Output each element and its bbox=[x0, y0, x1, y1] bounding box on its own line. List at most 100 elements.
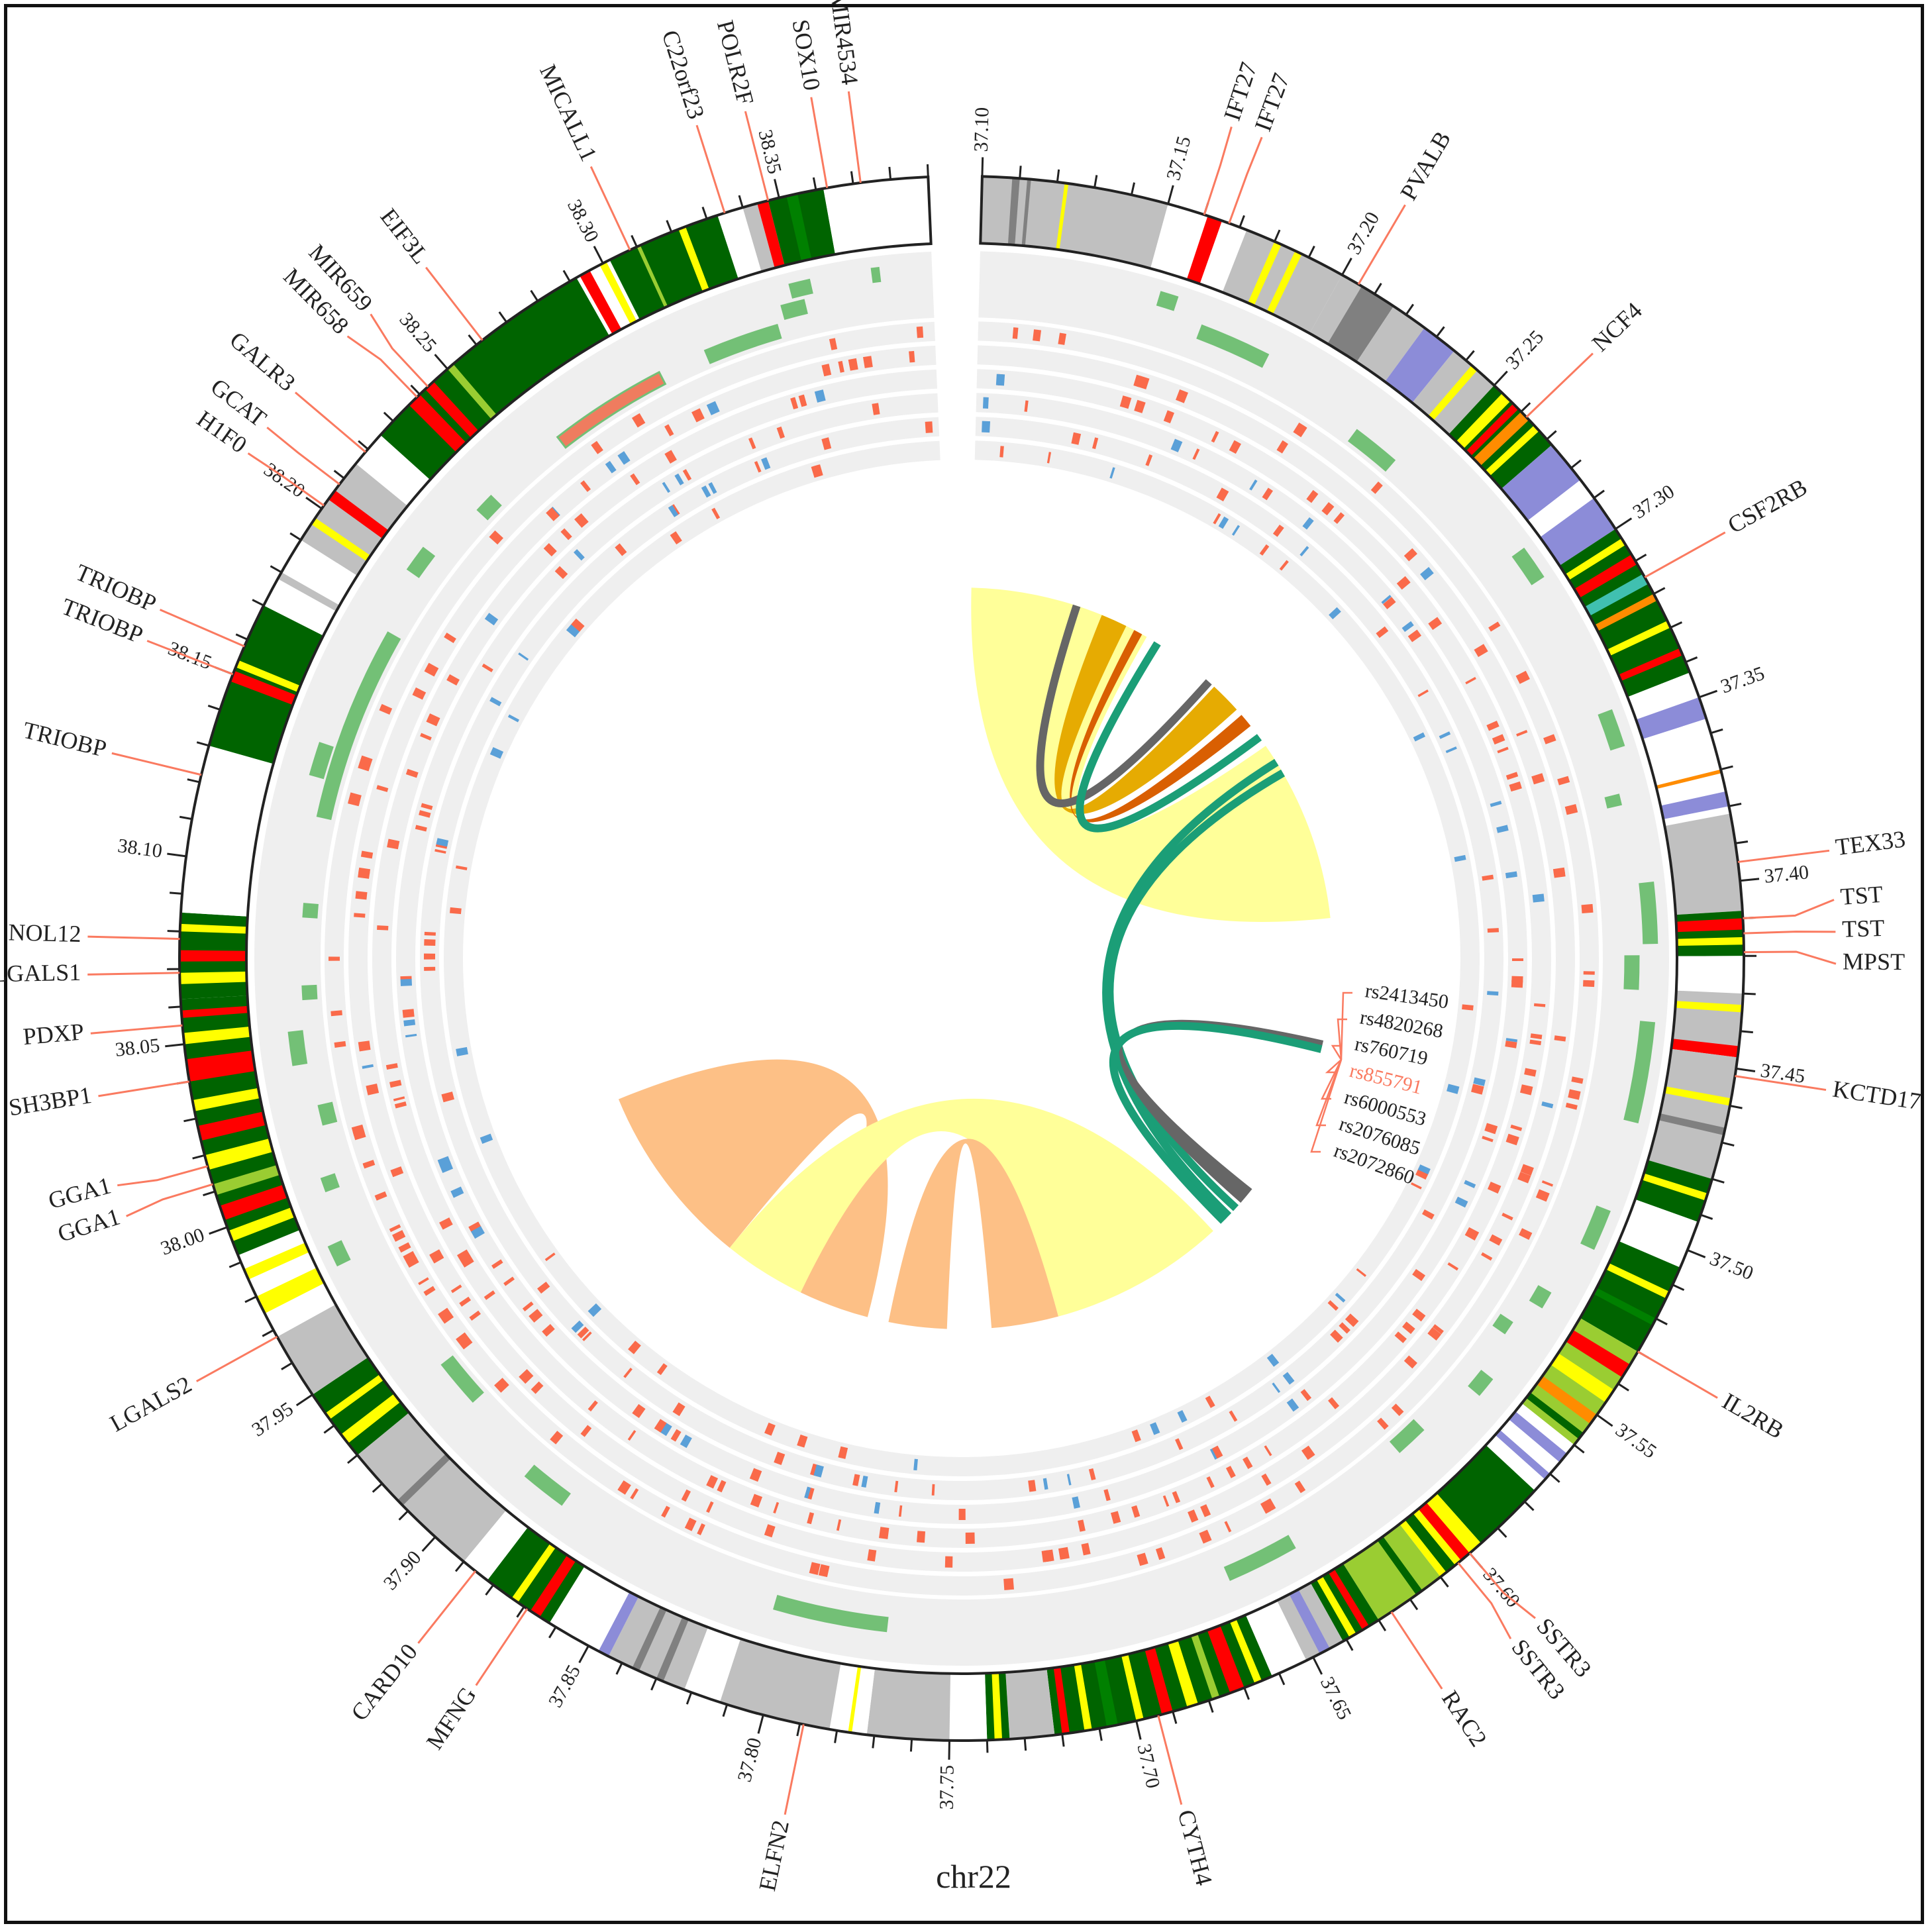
snv-mark-red bbox=[577, 1326, 589, 1339]
snv-mark-red bbox=[406, 1256, 419, 1268]
minor-tick bbox=[281, 1362, 293, 1370]
highlight-bar bbox=[1529, 1285, 1552, 1309]
minor-tick bbox=[192, 1154, 205, 1160]
snv-mark-red bbox=[1024, 400, 1029, 412]
snv-mark-red bbox=[400, 976, 412, 980]
gene-label: TST bbox=[1839, 881, 1884, 910]
minor-tick bbox=[1729, 803, 1742, 807]
minor-tick bbox=[1130, 182, 1136, 195]
gene-label-line bbox=[695, 125, 726, 213]
gene-label-line bbox=[87, 972, 180, 976]
snv-mark-red bbox=[1571, 1076, 1584, 1084]
snv-mark-red bbox=[1134, 399, 1146, 413]
snv-mark-blue bbox=[403, 1019, 416, 1027]
gene-label: CYTH4 bbox=[1173, 1807, 1218, 1888]
ideogram-band-gray bbox=[277, 1304, 368, 1395]
tick-label: 38.15 bbox=[165, 637, 215, 674]
ideogram-band-red bbox=[179, 950, 247, 962]
snv-mark-red bbox=[1213, 513, 1221, 525]
snv-mark-red bbox=[1243, 1456, 1253, 1470]
ideogram-band-white bbox=[1245, 1600, 1307, 1676]
gene-label: KCTD17 bbox=[1831, 1076, 1922, 1115]
ideogram-band-gray bbox=[1648, 1048, 1738, 1180]
ideogram-band-yellow bbox=[325, 1374, 384, 1419]
minor-tick bbox=[615, 1662, 623, 1675]
ideogram-band-orange bbox=[1473, 411, 1529, 466]
minor-tick bbox=[196, 741, 209, 747]
snv-mark-red bbox=[1402, 1321, 1415, 1335]
minor-tick bbox=[1570, 459, 1582, 469]
snv-mark-red bbox=[387, 839, 400, 850]
snv-mark-red bbox=[1511, 958, 1523, 962]
snv-mark-red bbox=[546, 509, 558, 521]
ideogram-band-gray bbox=[301, 463, 408, 576]
ideogram-band-white bbox=[823, 177, 931, 255]
ideogram-band-green2 bbox=[786, 193, 812, 262]
major-tick bbox=[1615, 517, 1633, 530]
snv-mark-red bbox=[1486, 721, 1500, 731]
snp-label-line bbox=[1331, 1044, 1343, 1060]
snv-mark-red bbox=[1391, 1403, 1404, 1417]
snv-mark-blue bbox=[701, 485, 711, 498]
snv-mark-blue bbox=[507, 714, 519, 723]
ideogram bbox=[178, 175, 1745, 1742]
gene-label-line bbox=[294, 391, 366, 453]
tick-label: 37.35 bbox=[1718, 662, 1768, 698]
snv-mark-blue bbox=[1401, 621, 1414, 633]
snv-mark-blue bbox=[450, 1186, 464, 1198]
snv-mark-red bbox=[1110, 1511, 1121, 1524]
ideogram-band-green bbox=[1526, 1392, 1584, 1439]
minor-tick bbox=[398, 1510, 409, 1521]
snv-mark-red bbox=[1092, 437, 1099, 450]
ideogram-band-gray bbox=[1309, 275, 1362, 344]
ideogram-band-gray bbox=[1005, 1668, 1055, 1739]
ideogram-band-red bbox=[1418, 1502, 1470, 1561]
snv-mark-red bbox=[1543, 734, 1556, 744]
ideogram-band-blue bbox=[598, 1592, 639, 1656]
gene-label-line bbox=[159, 609, 245, 648]
snv-mark-blue bbox=[1541, 1101, 1554, 1109]
snv-mark-red bbox=[580, 480, 591, 492]
snp-label-line bbox=[1310, 1059, 1343, 1153]
snv-mark-red bbox=[664, 450, 677, 464]
snv-mark-red bbox=[878, 1527, 890, 1539]
snv-mark-red bbox=[482, 663, 493, 673]
gene-label-line bbox=[266, 427, 340, 485]
snv-mark-blue bbox=[814, 389, 826, 403]
snv-mark-red bbox=[818, 1564, 830, 1578]
snv-mark-red bbox=[965, 1532, 975, 1544]
ideogram-band-blue bbox=[1660, 791, 1729, 819]
minor-tick bbox=[1497, 1527, 1507, 1538]
snv-mark-red bbox=[1328, 1397, 1340, 1409]
ideogram-band-white bbox=[684, 1627, 741, 1703]
minor-tick bbox=[1098, 1728, 1103, 1741]
snv-mark-blue bbox=[1177, 1409, 1188, 1423]
gene-label-line bbox=[1743, 899, 1835, 919]
ideogram-band-blue bbox=[1540, 497, 1616, 566]
snv-mark-red bbox=[423, 1286, 436, 1296]
minor-tick bbox=[454, 1560, 465, 1572]
minor-tick bbox=[926, 164, 929, 178]
snv-mark-red bbox=[1172, 1491, 1181, 1503]
snv-mark-red bbox=[836, 1519, 842, 1531]
snv-mark-red bbox=[1501, 1212, 1513, 1221]
minor-tick bbox=[1685, 656, 1698, 664]
snv-mark-red bbox=[1487, 928, 1500, 933]
gene-label: ELFN2 bbox=[754, 1818, 794, 1894]
minor-tick bbox=[1061, 1734, 1065, 1747]
snv-mark-red bbox=[1229, 440, 1241, 454]
snv-mark-red bbox=[1333, 512, 1345, 525]
ideogram-band-yellow bbox=[1229, 1619, 1262, 1684]
ideogram-band-lime bbox=[447, 364, 497, 420]
gene-label: MPST bbox=[1843, 948, 1905, 976]
ideogram-band-yellow bbox=[340, 1394, 401, 1444]
ideogram-band-red bbox=[1466, 403, 1519, 456]
highlight-bar bbox=[302, 903, 319, 919]
snv-mark-red bbox=[537, 1282, 550, 1294]
snv-mark-red bbox=[420, 733, 432, 740]
ideogram-band-red bbox=[1565, 1329, 1631, 1378]
snv-mark-red bbox=[432, 1254, 444, 1264]
ideogram-band-white bbox=[464, 1509, 529, 1581]
ideogram-band-white bbox=[1627, 672, 1700, 720]
